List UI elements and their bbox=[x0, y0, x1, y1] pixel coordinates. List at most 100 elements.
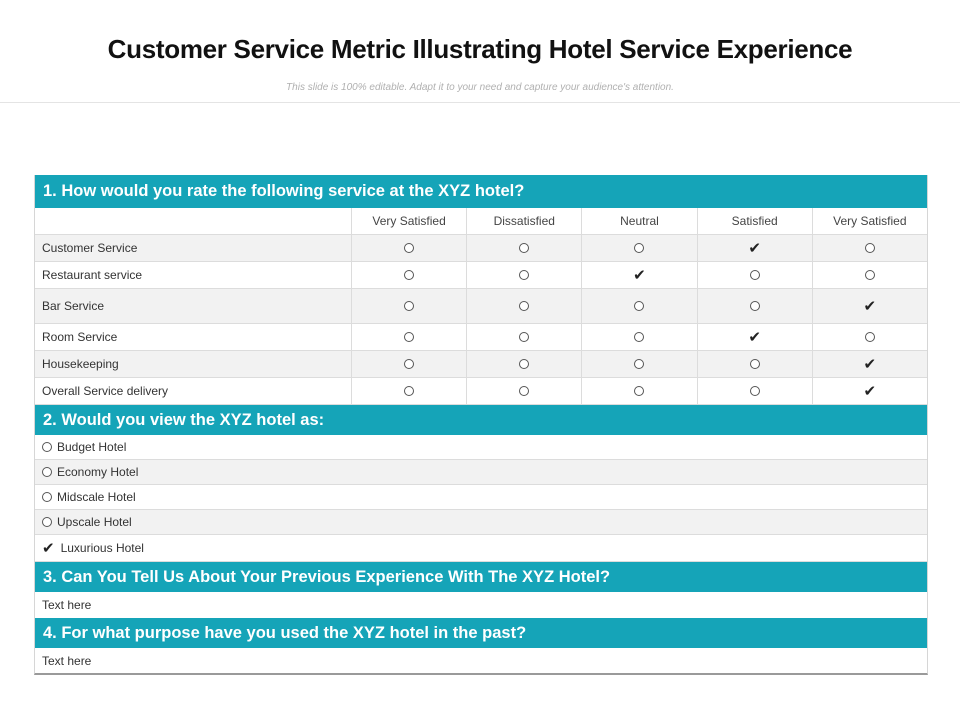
rating-cell bbox=[811, 324, 927, 350]
rating-cell bbox=[581, 378, 696, 404]
radio-button[interactable] bbox=[634, 332, 645, 342]
radio-button[interactable] bbox=[634, 301, 645, 311]
question-1-header: 1. How would you rate the following serv… bbox=[35, 175, 927, 208]
service-label: Bar Service bbox=[42, 299, 105, 313]
hotel-type-option[interactable]: Midscale Hotel bbox=[35, 485, 927, 510]
service-label: Room Service bbox=[42, 330, 118, 344]
option-label: Upscale Hotel bbox=[57, 515, 132, 529]
checkmark-icon[interactable]: ✔ bbox=[42, 539, 55, 557]
hotel-type-options: Budget Hotel Economy Hotel Midscale Hotel U… bbox=[35, 435, 927, 562]
rating-cell: ✔ bbox=[696, 324, 812, 350]
option-label: Budget Hotel bbox=[57, 440, 127, 454]
rating-cell bbox=[696, 351, 812, 377]
rating-cell bbox=[466, 378, 581, 404]
question-3-header: 3. Can You Tell Us About Your Previous E… bbox=[35, 562, 927, 592]
rating-cell bbox=[811, 262, 927, 288]
checkmark-icon[interactable]: ✔ bbox=[863, 297, 877, 315]
rating-column-header: Very Satisfied bbox=[811, 208, 927, 234]
rating-cell bbox=[696, 262, 812, 288]
radio-button[interactable] bbox=[864, 243, 875, 253]
rating-cell bbox=[351, 378, 466, 404]
rating-column-header: Satisfied bbox=[696, 208, 812, 234]
rating-cell bbox=[351, 324, 466, 350]
radio-button[interactable] bbox=[42, 442, 52, 452]
rating-cell: ✔ bbox=[581, 262, 696, 288]
radio-button[interactable] bbox=[42, 467, 52, 477]
rating-cell bbox=[351, 262, 466, 288]
rating-cell bbox=[351, 235, 466, 261]
rating-cell: ✔ bbox=[696, 235, 812, 261]
question-4-answer[interactable]: Text here bbox=[35, 648, 927, 673]
rating-column-header: Dissatisfied bbox=[466, 208, 581, 234]
rating-cell: ✔ bbox=[811, 289, 927, 323]
checkmark-icon[interactable]: ✔ bbox=[748, 239, 761, 257]
hotel-type-option[interactable]: Economy Hotel bbox=[35, 460, 927, 485]
checkmark-icon[interactable]: ✔ bbox=[863, 382, 877, 400]
radio-button[interactable] bbox=[42, 492, 52, 502]
rating-column-header: Very Satisfied bbox=[351, 208, 466, 234]
radio-button[interactable] bbox=[42, 517, 52, 527]
rating-header-blank bbox=[35, 208, 351, 234]
rating-cell bbox=[811, 235, 927, 261]
rating-row: Overall Service delivery ✔ bbox=[35, 378, 927, 405]
question-3-answer[interactable]: Text here bbox=[35, 592, 927, 618]
rating-row: Housekeeping ✔ bbox=[35, 351, 927, 378]
rating-cell bbox=[466, 235, 581, 261]
rating-cell bbox=[466, 289, 581, 323]
page-subtitle: This slide is 100% editable. Adapt it to… bbox=[286, 82, 674, 93]
rating-cell bbox=[466, 351, 581, 377]
hotel-type-option[interactable]: Upscale Hotel bbox=[35, 510, 927, 535]
checkmark-icon[interactable]: ✔ bbox=[748, 328, 761, 346]
radio-button[interactable] bbox=[404, 332, 415, 342]
radio-button[interactable] bbox=[634, 386, 645, 396]
radio-button[interactable] bbox=[519, 332, 530, 342]
radio-button[interactable] bbox=[404, 243, 415, 253]
radio-button[interactable] bbox=[404, 301, 415, 311]
title-divider bbox=[0, 102, 960, 103]
rating-cell bbox=[466, 324, 581, 350]
page-title: Customer Service Metric Illustrating Hot… bbox=[107, 34, 853, 64]
rating-cell: ✔ bbox=[811, 351, 927, 377]
rating-row: Restaurant service ✔ bbox=[35, 262, 927, 289]
rating-header-row: Very Satisfied Dissatisfied Neutral Sati… bbox=[35, 208, 927, 235]
radio-button[interactable] bbox=[864, 332, 875, 342]
radio-button[interactable] bbox=[519, 359, 530, 369]
hotel-type-option[interactable]: Budget Hotel bbox=[35, 435, 927, 460]
radio-button[interactable] bbox=[519, 301, 530, 311]
rating-cell bbox=[351, 351, 466, 377]
radio-button[interactable] bbox=[404, 359, 415, 369]
rating-cell bbox=[696, 289, 812, 323]
rating-cell bbox=[351, 289, 466, 323]
radio-button[interactable] bbox=[634, 359, 645, 369]
radio-button[interactable] bbox=[749, 386, 760, 396]
service-label: Customer Service bbox=[42, 241, 138, 255]
radio-button[interactable] bbox=[519, 243, 530, 253]
option-label: Economy Hotel bbox=[57, 465, 139, 479]
hotel-type-option[interactable]: ✔ Luxurious Hotel bbox=[35, 535, 927, 562]
radio-button[interactable] bbox=[404, 386, 415, 396]
radio-button[interactable] bbox=[519, 386, 530, 396]
service-label: Restaurant service bbox=[42, 268, 143, 282]
option-label: Midscale Hotel bbox=[57, 490, 136, 504]
rating-row: Bar Service ✔ bbox=[35, 289, 927, 324]
service-label: Overall Service delivery bbox=[42, 384, 169, 398]
rating-cell bbox=[696, 378, 812, 404]
rating-cell bbox=[581, 324, 696, 350]
radio-button[interactable] bbox=[404, 270, 415, 280]
radio-button[interactable] bbox=[519, 270, 530, 280]
rating-column-header: Neutral bbox=[581, 208, 696, 234]
radio-button[interactable] bbox=[749, 301, 760, 311]
rating-cell bbox=[581, 235, 696, 261]
radio-button[interactable] bbox=[634, 243, 645, 253]
rating-cell bbox=[581, 289, 696, 323]
rating-cell bbox=[466, 262, 581, 288]
radio-button[interactable] bbox=[864, 270, 875, 280]
checkmark-icon[interactable]: ✔ bbox=[863, 355, 877, 373]
radio-button[interactable] bbox=[749, 359, 760, 369]
rating-cell: ✔ bbox=[811, 378, 927, 404]
checkmark-icon[interactable]: ✔ bbox=[633, 266, 646, 284]
service-label: Housekeeping bbox=[42, 357, 119, 371]
rating-row: Customer Service ✔ bbox=[35, 235, 927, 262]
question-2-header: 2. Would you view the XYZ hotel as: bbox=[35, 405, 927, 435]
radio-button[interactable] bbox=[749, 270, 760, 280]
